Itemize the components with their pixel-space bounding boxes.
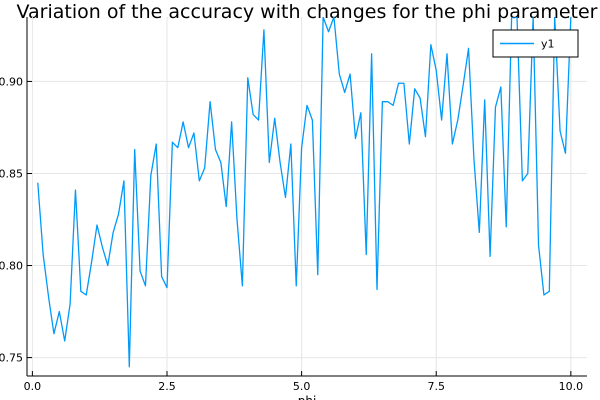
legend-label-y1: y1 bbox=[541, 38, 555, 51]
y-tick-label: 0.90 bbox=[0, 75, 23, 88]
x-axis-label: phi bbox=[298, 394, 317, 400]
series-group bbox=[37, 17, 572, 368]
x-tick-label: 0.0 bbox=[24, 380, 42, 393]
chart-title: Variation of the accuracy with changes f… bbox=[17, 1, 598, 23]
grid bbox=[27, 17, 587, 376]
x-tick-label: 10.0 bbox=[559, 380, 584, 393]
y-tick-label: 0.80 bbox=[0, 260, 23, 273]
axes bbox=[26, 17, 587, 377]
tick-labels: 0.0 2.5 5.0 7.5 10.0 0.75 0.80 0.85 0.90 bbox=[0, 75, 583, 393]
x-tick-label: 2.5 bbox=[158, 380, 176, 393]
series-line-y1 bbox=[37, 17, 572, 368]
y-tick-label: 0.85 bbox=[0, 167, 23, 180]
x-tick-label: 5.0 bbox=[293, 380, 311, 393]
legend: y1 bbox=[492, 29, 579, 58]
y-tick-label: 0.75 bbox=[0, 352, 23, 365]
x-tick-label: 7.5 bbox=[427, 380, 445, 393]
